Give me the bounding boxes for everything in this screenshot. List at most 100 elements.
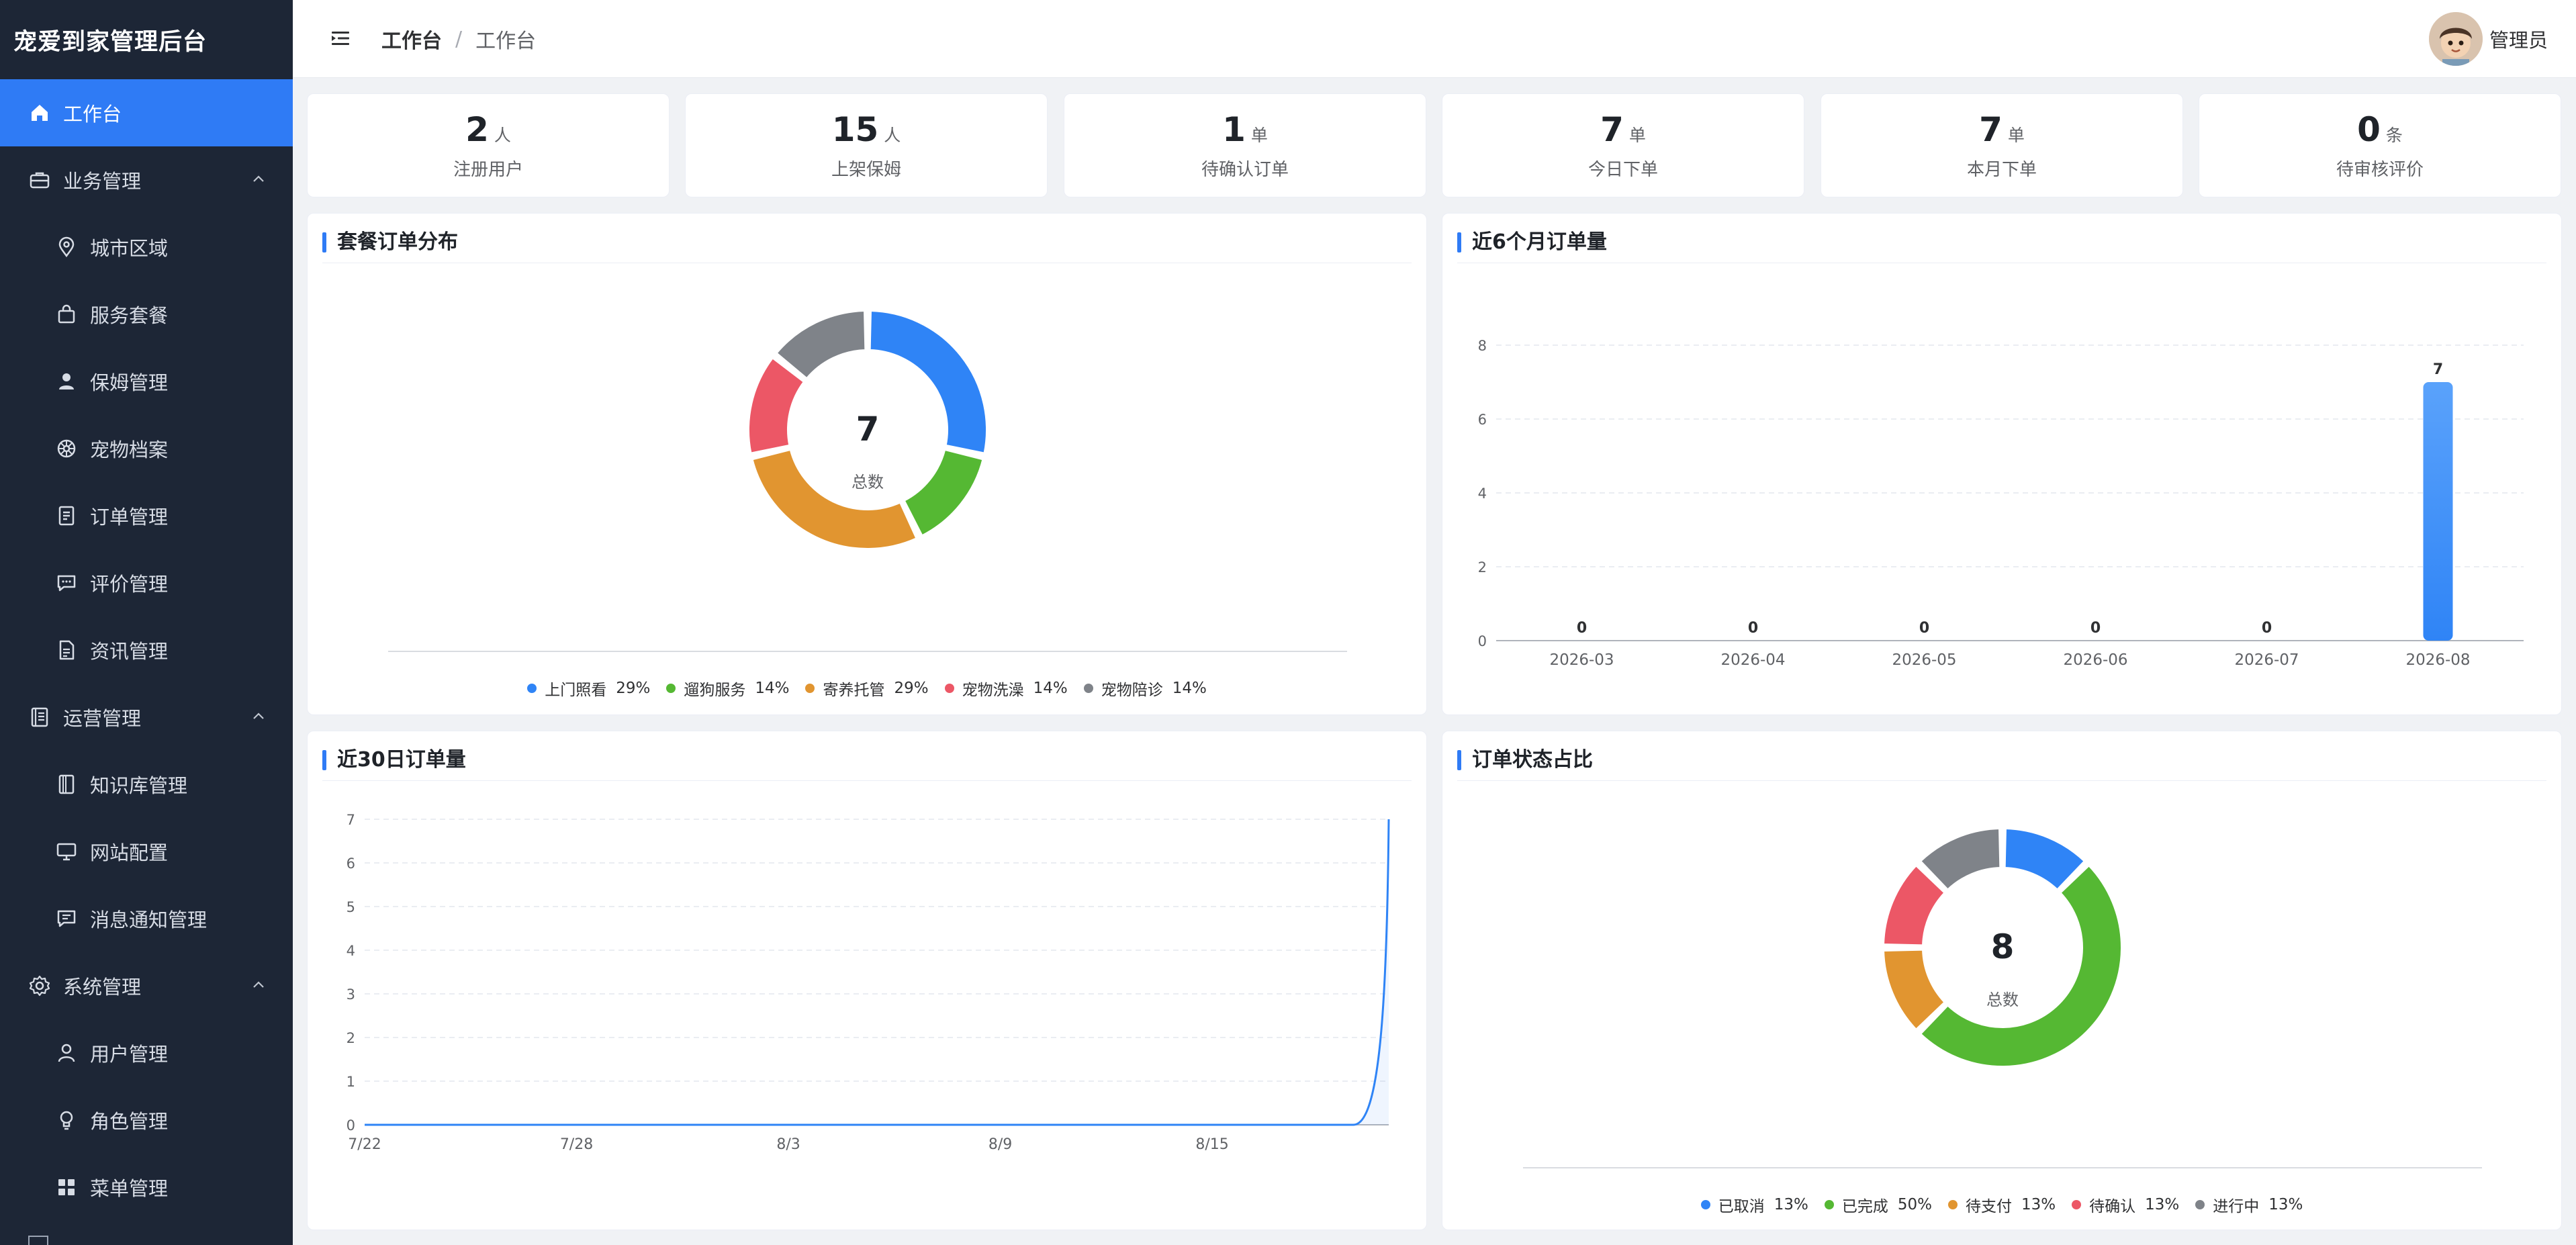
legend-item-3[interactable]: 宠物洗澡 14% — [944, 677, 1068, 700]
sidebar-item-14[interactable]: 用户管理 — [0, 1019, 293, 1087]
x-tick-label: 8/3 — [776, 1136, 800, 1153]
sidebar-item-4[interactable]: 保姆管理 — [0, 348, 293, 415]
user-name: 管理员 — [2489, 29, 2548, 52]
panel-title: 近30日订单量 — [322, 746, 1412, 781]
sidebar-item-label: 保姆管理 — [90, 371, 169, 394]
stat-unit: 单 — [1250, 126, 1268, 145]
legend-percent: 14% — [1033, 680, 1068, 697]
lightbulb-icon — [55, 1109, 78, 1132]
x-tick-label: 2026-03 — [1549, 651, 1614, 669]
chevron-up-icon[interactable] — [251, 172, 266, 187]
gear-icon — [28, 974, 51, 997]
donut-slice-0 — [2003, 827, 2087, 892]
sidebar-item-8[interactable]: 资讯管理 — [0, 616, 293, 684]
sidebar-item-3[interactable]: 服务套餐 — [0, 281, 293, 348]
sidebar-item-label: 角色管理 — [90, 1110, 169, 1133]
legend-label: 遛狗服务 — [684, 682, 746, 699]
bar-chart-monthly: 0 2 4 6 8 0 2026-03 0 2026-04 0 2026-05 0 2026-06 0 20… — [1478, 338, 2524, 669]
sidebar-item-12[interactable]: 消息通知管理 — [0, 885, 293, 952]
legend-dot — [1947, 1200, 1958, 1209]
panel-daily-orders: 近30日订单量 0 1 2 3 4 5 6 7 7/22 7/28 8/3 8/9 8/15 — [307, 731, 1427, 1230]
legend-label: 已完成 — [1841, 1198, 1888, 1215]
legend-item-0[interactable]: 已取消 13% — [1700, 1193, 1808, 1216]
user-solid-icon — [55, 370, 78, 393]
legend-item-0[interactable]: 上门照看 29% — [527, 677, 650, 700]
sidebar-item-1[interactable]: 业务管理 — [0, 146, 293, 214]
line-chart-daily: 0 1 2 3 4 5 6 7 7/22 7/28 8/3 8/9 8/15 — [347, 812, 1390, 1153]
bar-value-label: 7 — [2433, 361, 2443, 378]
user-menu[interactable]: 管理员 — [2428, 12, 2548, 66]
notebook-icon — [28, 706, 51, 729]
sidebar-item-partial — [28, 1236, 48, 1245]
x-tick-label: 7/28 — [560, 1136, 593, 1153]
legend-label: 已取消 — [1718, 1198, 1765, 1215]
legend-dot — [2072, 1200, 2082, 1209]
y-tick-label: 4 — [1478, 486, 1487, 502]
stat-unit: 条 — [2385, 126, 2403, 145]
donut-slice-2 — [1882, 948, 1947, 1032]
sidebar-item-label: 评价管理 — [90, 573, 169, 596]
y-tick-label: 7 — [347, 812, 355, 828]
sidebar-item-label: 系统管理 — [63, 976, 142, 999]
legend-percent: 50% — [1897, 1196, 1932, 1213]
stat-value: 2 — [465, 110, 489, 149]
sidebar-item-7[interactable]: 评价管理 — [0, 549, 293, 616]
panel-title: 套餐订单分布 — [322, 228, 1412, 263]
legend-item-2[interactable]: 待支付 13% — [1947, 1193, 2056, 1216]
breadcrumb-item-home[interactable]: 工作台 — [381, 30, 442, 53]
chat-bubble-icon — [55, 571, 78, 594]
avatar[interactable] — [2428, 12, 2483, 66]
sidebar-item-16[interactable]: 菜单管理 — [0, 1154, 293, 1221]
y-tick-label: 8 — [1478, 338, 1487, 354]
legend-dot — [527, 684, 537, 693]
legend-item-1[interactable]: 已完成 50% — [1824, 1193, 1932, 1216]
sidebar-item-6[interactable]: 订单管理 — [0, 482, 293, 549]
panel-title-text: 近30日订单量 — [337, 748, 466, 772]
sidebar-item-15[interactable]: 角色管理 — [0, 1087, 293, 1154]
bar-value-label: 0 — [1577, 620, 1587, 637]
x-tick-label: 2026-08 — [2405, 651, 2470, 669]
title-accent-bar — [1457, 232, 1461, 252]
legend-item-4[interactable]: 宠物陪诊 14% — [1083, 677, 1207, 700]
sidebar-item-9[interactable]: 运营管理 — [0, 684, 293, 751]
stat-unit: 人 — [494, 126, 511, 145]
sidebar-item-2[interactable]: 城市区域 — [0, 214, 293, 281]
chevron-up-icon[interactable] — [251, 709, 266, 724]
legend-item-1[interactable]: 遛狗服务 14% — [666, 677, 789, 700]
sidebar-item-13[interactable]: 系统管理 — [0, 952, 293, 1019]
sidebar-item-label: 城市区域 — [90, 237, 169, 260]
legend-dot — [2195, 1200, 2205, 1209]
stat-value: 7 — [1979, 110, 2003, 149]
legend-item-2[interactable]: 寄养托管 29% — [805, 677, 929, 700]
legend-item-4[interactable]: 进行中 13% — [2195, 1193, 2303, 1216]
bar-value-label: 0 — [2090, 620, 2101, 637]
sidebar-item-label: 运营管理 — [63, 707, 142, 730]
sidebar-item-5[interactable]: 宠物档案 — [0, 415, 293, 482]
chevron-up-icon[interactable] — [251, 978, 266, 993]
user-outline-icon — [55, 1042, 78, 1064]
sidebar-item-label: 服务套餐 — [90, 304, 169, 327]
legend-item-3[interactable]: 待确认 13% — [2072, 1193, 2179, 1216]
menu-fold-icon[interactable] — [330, 28, 351, 48]
bar-value-label: 0 — [1748, 620, 1758, 637]
legend-percent: 13% — [2021, 1196, 2056, 1213]
stat-value: 1 — [1222, 110, 1246, 149]
y-tick-label: 6 — [1478, 412, 1487, 428]
sidebar-item-label: 网站配置 — [90, 841, 169, 864]
sidebar-item-11[interactable]: 网站配置 — [0, 818, 293, 885]
grid-icon — [55, 1176, 78, 1199]
y-tick-label: 2 — [1478, 559, 1487, 575]
title-accent-bar — [1457, 750, 1461, 770]
book-icon — [55, 773, 78, 796]
sidebar: 宠爱到家管理后台 工作台 业务管理 城市区域 服务套餐 保姆管理 宠物档案 订单管理 评价管理… — [0, 0, 293, 1245]
sidebar-item-0[interactable]: 工作台 — [0, 79, 293, 146]
panel-title-text: 订单状态占比 — [1472, 748, 1593, 772]
legend-percent: 13% — [1774, 1196, 1808, 1213]
sidebar-item-10[interactable]: 知识库管理 — [0, 751, 293, 818]
legend-percent: 29% — [616, 680, 651, 697]
panel-order-status: 订单状态占比 8 总数 已取消 13% 已完成 50% 待支付 13% 待确认 13% 进行中 13… — [1442, 731, 2562, 1230]
legend-percent: 29% — [894, 680, 929, 697]
panel-monthly-orders: 近6个月订单量 0 2 4 6 8 0 2026-03 0 2026-04 0 2026-05 0 20… — [1442, 213, 2562, 715]
donut-chart-package: 7 总数 — [388, 309, 1347, 652]
